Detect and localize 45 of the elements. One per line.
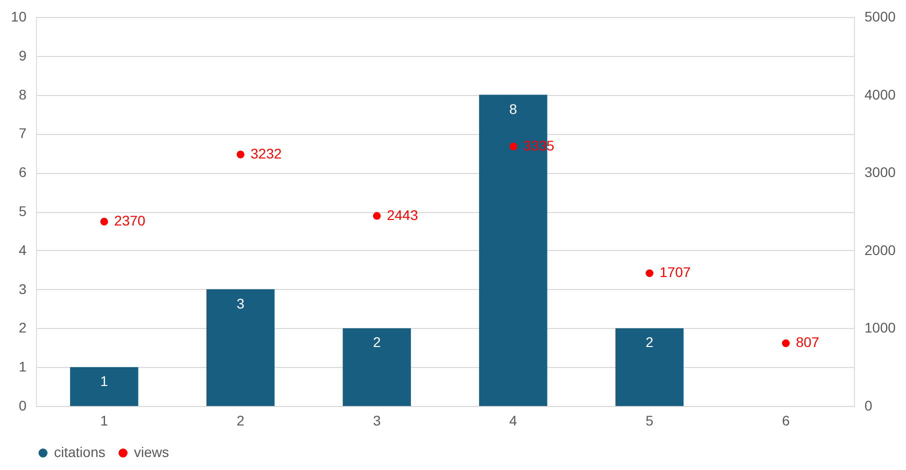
- x-tick-label: 5: [646, 412, 654, 428]
- y2-tick-label: 2000: [864, 242, 896, 258]
- legend-label: views: [134, 444, 170, 460]
- y-tick-label: 5: [18, 203, 27, 219]
- x-tick-label: 6: [782, 412, 790, 428]
- y2-tick-label: 4000: [864, 86, 896, 102]
- data-label: 2370: [114, 212, 146, 229]
- y-tick-label: 9: [18, 47, 27, 64]
- y2-tick-label: 1000: [864, 320, 896, 336]
- y-tick-label: 3: [18, 280, 27, 297]
- data-label: 2: [646, 334, 654, 350]
- y-tick-label: 2: [18, 320, 27, 336]
- y-tick-label: 4: [18, 242, 27, 258]
- data-label: 3: [236, 295, 245, 312]
- bar: [70, 367, 138, 406]
- y2-tick-label: 5000: [864, 8, 896, 24]
- y-tick-label: 0: [18, 398, 27, 414]
- data-label: 2: [372, 334, 381, 350]
- x-tick-label: 3: [372, 412, 381, 428]
- data-label: 2443: [386, 206, 418, 223]
- y-tick-label: 7: [18, 125, 27, 142]
- x-tick-label: 4: [509, 412, 518, 428]
- y-tick-label: 1: [18, 358, 27, 375]
- data-label: 807: [796, 334, 820, 350]
- y2-tick-label: 3000: [864, 164, 896, 180]
- point: [372, 212, 381, 220]
- y-tick-label: 10: [10, 8, 27, 24]
- data-label: 3232: [250, 146, 282, 162]
- data-label: 1: [100, 373, 108, 390]
- y-tick-label: 6: [18, 164, 27, 180]
- bar: [342, 328, 411, 406]
- x-tick-label: 1: [100, 412, 108, 428]
- data-label: 1707: [660, 264, 691, 280]
- point: [646, 269, 654, 278]
- y-tick-label: 8: [18, 86, 27, 102]
- point: [782, 339, 790, 348]
- y2-tick-label: 0: [864, 398, 872, 414]
- point: [509, 142, 518, 150]
- bar: [615, 328, 684, 406]
- point: [100, 218, 108, 226]
- bar: [206, 289, 275, 406]
- data-label: 8: [509, 100, 518, 117]
- legend-label: citations: [54, 444, 106, 460]
- x-tick-label: 2: [236, 412, 245, 428]
- point: [236, 150, 244, 158]
